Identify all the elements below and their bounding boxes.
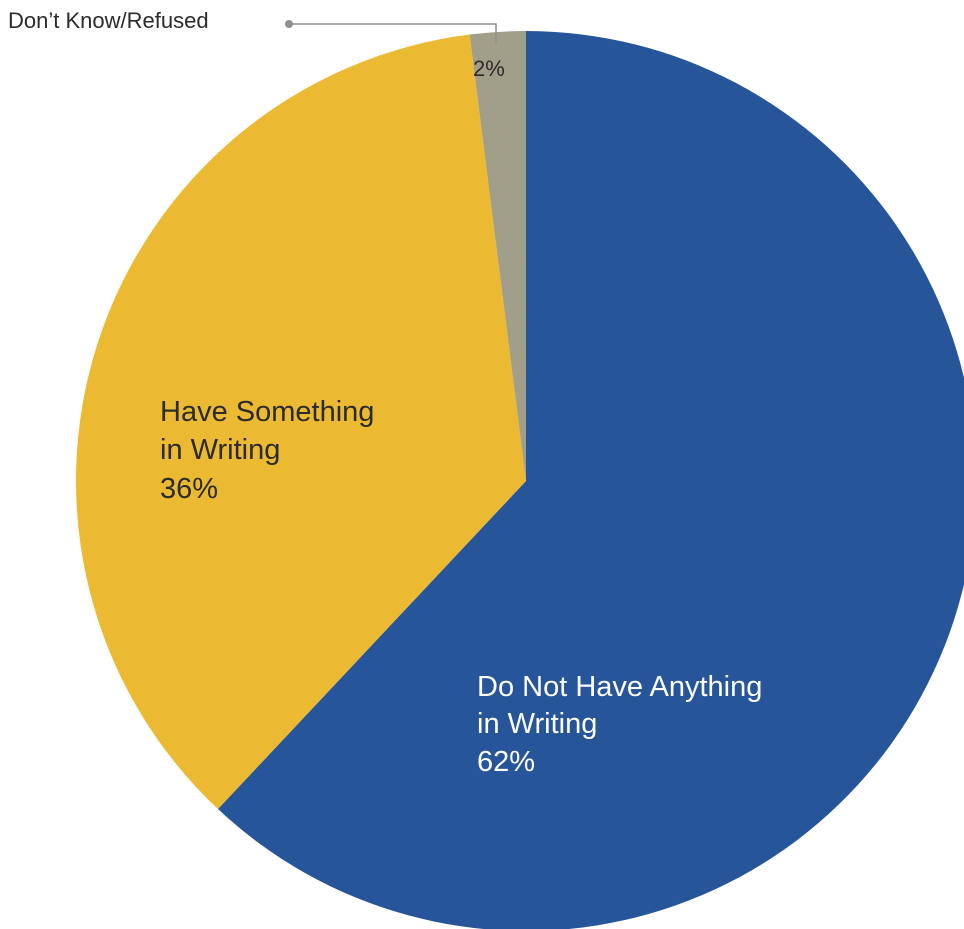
slice-name-line: Have Something [160, 396, 374, 428]
leader-dot [285, 20, 293, 28]
slice-name-line: in Writing [477, 708, 597, 740]
slice-value-label: 62% [477, 746, 535, 778]
slice-dont-know-refused [469, 31, 526, 481]
slice-have-something [75, 34, 526, 810]
slice-label-dont-know: Don’t Know/Refused 2% [8, 8, 505, 81]
slice-name-line: Don’t Know/Refused [8, 8, 209, 33]
slice-name-line: Do Not Have Anything [477, 671, 762, 703]
slice-label-have-writing: Have Something in Writing 36% [160, 396, 374, 505]
slice-do-not-have-anything [217, 31, 964, 929]
slice-label-no-writing: Do Not Have Anything in Writing 62% [477, 671, 762, 778]
slice-value-label: 2% [473, 56, 505, 81]
leader-line [289, 23, 497, 44]
slice-value-label: 36% [160, 473, 218, 505]
slice-name-line: in Writing [160, 434, 280, 466]
